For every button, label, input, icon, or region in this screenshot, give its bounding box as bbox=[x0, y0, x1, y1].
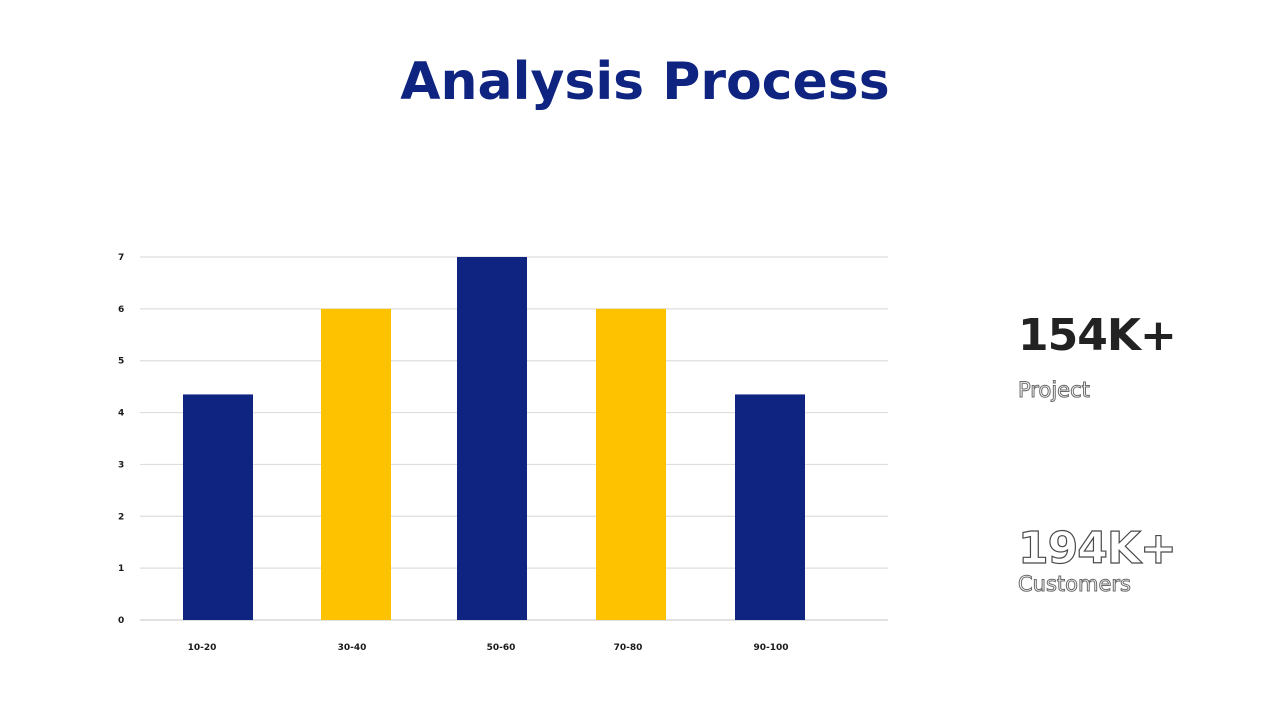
y-tick-label: 4 bbox=[118, 409, 124, 419]
y-tick-label: 7 bbox=[118, 253, 124, 263]
x-tick-label: 90-100 bbox=[753, 643, 788, 653]
y-tick-label: 0 bbox=[118, 616, 124, 626]
stat-project-value: 154K+ bbox=[1018, 310, 1177, 361]
y-tick-label: 1 bbox=[118, 564, 124, 574]
y-tick-label: 6 bbox=[118, 305, 124, 315]
bar-30-40 bbox=[321, 308, 391, 620]
stat-customers-label: Customers bbox=[1018, 572, 1132, 596]
stat-customers-value: 194K+ bbox=[1017, 523, 1177, 574]
stat-project-label: Project bbox=[1018, 378, 1091, 402]
bar-10-20 bbox=[183, 394, 253, 620]
y-tick-label: 3 bbox=[118, 460, 124, 470]
bar-70-80 bbox=[596, 308, 666, 620]
bar-50-60 bbox=[457, 257, 527, 620]
x-tick-label: 50-60 bbox=[487, 643, 516, 653]
bar-90-100 bbox=[735, 394, 805, 620]
chart-bars bbox=[183, 257, 805, 620]
x-tick-label: 10-20 bbox=[188, 643, 217, 653]
x-tick-label: 30-40 bbox=[338, 643, 367, 653]
y-tick-label: 5 bbox=[118, 357, 124, 367]
y-tick-label: 2 bbox=[118, 512, 124, 522]
x-axis-ticks: 10-20 30-40 50-60 70-80 90-100 bbox=[188, 643, 789, 653]
x-tick-label: 70-80 bbox=[614, 643, 643, 653]
page-title: Analysis Process bbox=[400, 52, 890, 112]
y-axis-ticks: 0 1 2 3 4 5 6 7 bbox=[118, 253, 124, 626]
